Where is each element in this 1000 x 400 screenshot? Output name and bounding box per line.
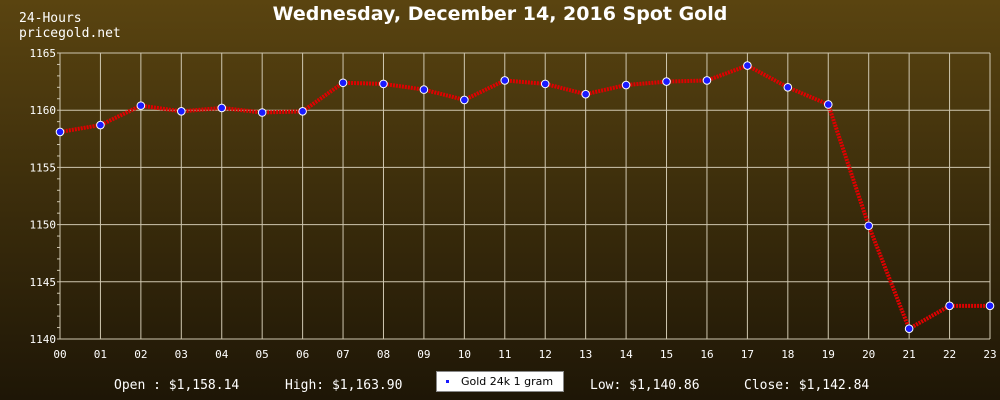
x-tick-label: 18 xyxy=(781,348,794,361)
site-label: pricegold.net xyxy=(19,26,121,41)
period-label: 24-Hours xyxy=(19,11,82,26)
x-tick-label: 19 xyxy=(822,348,835,361)
high-price: High: $1,163.90 xyxy=(285,378,403,393)
data-point xyxy=(96,120,105,130)
x-tick-label: 22 xyxy=(943,348,956,361)
data-point xyxy=(662,77,671,86)
x-tick-label: 00 xyxy=(53,348,66,361)
data-point xyxy=(257,108,267,117)
y-tick-label: 1145 xyxy=(30,276,57,289)
x-tick-label: 20 xyxy=(862,348,875,361)
data-point xyxy=(985,301,995,311)
x-tick-label: 12 xyxy=(539,348,552,361)
data-point xyxy=(743,61,752,70)
x-tick-label: 23 xyxy=(983,348,996,361)
x-tick-label: 09 xyxy=(417,348,430,361)
x-tick-label: 01 xyxy=(94,348,107,361)
low-price: Low: $1,140.86 xyxy=(590,378,700,393)
y-tick-label: 1160 xyxy=(30,104,57,117)
data-point xyxy=(864,221,873,231)
data-point xyxy=(136,101,146,110)
data-point xyxy=(217,103,227,113)
x-tick-label: 04 xyxy=(215,348,229,361)
x-tick-label: 13 xyxy=(579,348,592,361)
x-tick-label: 07 xyxy=(336,348,349,361)
x-axis-ticks: 00 01 02 03 04 05 06 07 08 09 10 11 12 13 14 15 16 17 18 19… xyxy=(53,348,996,361)
data-point xyxy=(338,78,348,88)
legend-marker-icon xyxy=(446,380,449,383)
close-price: Close: $1,142.84 xyxy=(744,378,870,393)
y-tick-label: 1155 xyxy=(30,161,57,174)
y-tick-label: 1140 xyxy=(30,333,57,346)
x-tick-label: 17 xyxy=(741,348,754,361)
legend-label: Gold 24k 1 gram xyxy=(461,375,554,388)
y-axis-ticks: 1140 1145 1150 1155 1160 1165 xyxy=(30,47,57,346)
data-point xyxy=(419,85,429,94)
x-tick-label: 02 xyxy=(134,348,147,361)
data-point xyxy=(177,107,186,116)
x-tick-label: 05 xyxy=(256,348,269,361)
x-tick-label: 03 xyxy=(175,348,188,361)
x-tick-label: 15 xyxy=(660,348,673,361)
x-tick-label: 11 xyxy=(498,348,511,361)
data-point xyxy=(945,301,954,311)
x-tick-label: 21 xyxy=(903,348,916,361)
x-tick-label: 10 xyxy=(458,348,471,361)
open-price: Open : $1,158.14 xyxy=(114,378,240,393)
x-tick-label: 14 xyxy=(619,348,633,361)
x-tick-label: 08 xyxy=(377,348,390,361)
data-point xyxy=(500,76,510,85)
series-line-gold xyxy=(59,63,990,332)
chart-title: Wednesday, December 14, 2016 Spot Gold xyxy=(272,3,728,25)
data-point xyxy=(540,79,550,89)
data-point xyxy=(581,89,590,99)
data-point xyxy=(55,127,65,137)
series-markers xyxy=(55,61,995,334)
data-point xyxy=(702,76,712,85)
data-point xyxy=(621,80,631,90)
data-point xyxy=(460,95,469,105)
data-point xyxy=(904,324,914,334)
data-point xyxy=(379,79,388,89)
x-tick-label: 06 xyxy=(296,348,309,361)
x-tick-label: 16 xyxy=(700,348,713,361)
grid xyxy=(57,52,991,340)
data-point xyxy=(783,83,793,92)
data-point xyxy=(823,100,833,109)
y-tick-label: 1165 xyxy=(30,47,57,60)
data-point xyxy=(298,107,307,116)
y-tick-label: 1150 xyxy=(30,219,57,232)
legend: Gold 24k 1 gram xyxy=(436,371,564,392)
